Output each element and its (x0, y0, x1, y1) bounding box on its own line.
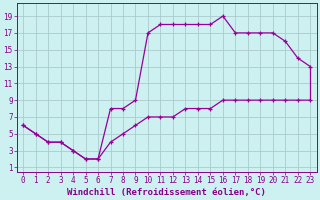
X-axis label: Windchill (Refroidissement éolien,°C): Windchill (Refroidissement éolien,°C) (67, 188, 266, 197)
